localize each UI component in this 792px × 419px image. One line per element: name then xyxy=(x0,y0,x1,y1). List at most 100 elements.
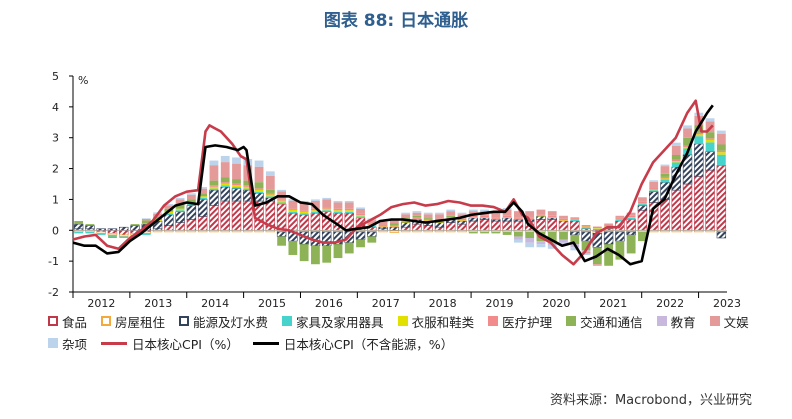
bar-segment xyxy=(344,210,354,212)
bar-segment xyxy=(108,234,117,237)
bar-segment xyxy=(243,185,253,187)
bar-segment xyxy=(118,234,129,237)
bar-segment xyxy=(682,183,693,231)
legend-item: 家具及家用器具 xyxy=(282,312,384,331)
source-note: 资料来源：Macrobond，兴业研究 xyxy=(549,393,752,408)
bar-segment xyxy=(502,217,512,218)
bar-segment xyxy=(559,215,568,219)
bar-segment xyxy=(671,162,681,168)
bar-segment xyxy=(434,222,445,228)
bar-segment xyxy=(311,208,320,211)
x-tick-label: 2017 xyxy=(372,297,400,310)
bar-segment xyxy=(660,178,670,180)
bar-segment xyxy=(220,185,230,188)
bar-segment xyxy=(638,231,647,242)
bar-segment xyxy=(265,175,275,190)
bar-segment xyxy=(592,226,602,229)
bar-segment xyxy=(660,166,670,174)
bar-segment xyxy=(119,226,129,231)
bar-segment xyxy=(265,189,275,193)
bar-segment xyxy=(581,251,591,254)
bar-segment xyxy=(333,244,343,259)
bar-segment xyxy=(277,199,287,201)
legend-item: 日本核心CPI（不含能源，%） xyxy=(252,334,453,353)
bar-segment xyxy=(231,200,242,231)
legend-label: 交通和通信 xyxy=(580,314,643,330)
bar-segment xyxy=(220,186,230,202)
bar-segment xyxy=(164,213,174,215)
bar-segment xyxy=(198,197,208,200)
x-tick-label: 2018 xyxy=(429,297,457,310)
bar-segment xyxy=(547,219,557,231)
bar-segment xyxy=(638,204,647,206)
bar-segment xyxy=(85,225,95,230)
bar-segment xyxy=(513,239,523,243)
bar-segment xyxy=(119,229,129,236)
legend-swatch xyxy=(488,316,499,326)
bar-segment xyxy=(716,165,727,231)
bar-segment xyxy=(649,180,659,182)
bar-segment xyxy=(389,226,400,231)
bar-segment xyxy=(536,241,546,245)
bar-segment xyxy=(164,225,174,231)
bar-segment xyxy=(367,223,377,225)
bar-segment xyxy=(186,219,197,231)
bar-segment xyxy=(446,209,456,212)
bar-segment xyxy=(277,202,287,205)
legend-item: 日本核心CPI（%） xyxy=(101,334,239,353)
bar-segment xyxy=(547,217,557,218)
bar-segment xyxy=(412,223,422,231)
legend-item: 食品 xyxy=(48,312,87,331)
bar-segment xyxy=(220,162,230,178)
bar-segment xyxy=(547,231,557,243)
bar-segment xyxy=(299,213,309,215)
bar-segment xyxy=(401,212,411,215)
bar-segment xyxy=(660,176,670,179)
bar-segment xyxy=(243,188,253,191)
bar-segment xyxy=(175,197,185,200)
bar-segment xyxy=(322,210,332,212)
legend-label: 房屋租住 xyxy=(115,314,166,330)
bar-segment xyxy=(547,211,557,216)
bar-segment xyxy=(558,220,569,231)
bar-segment xyxy=(277,200,287,203)
bar-segment xyxy=(637,209,648,231)
bar-segment xyxy=(141,218,151,221)
bar-segment xyxy=(186,193,196,195)
bar-segment xyxy=(671,154,681,160)
legend-label: 文娱 xyxy=(723,314,749,330)
bar-segment xyxy=(423,217,433,219)
bar-segment xyxy=(468,215,478,218)
bar-segment xyxy=(141,220,151,224)
bar-segment xyxy=(276,203,287,231)
bar-segment xyxy=(536,216,546,220)
bar-segment xyxy=(311,199,320,201)
bar-segment xyxy=(457,218,467,221)
bar-segment xyxy=(333,200,343,203)
bar-segment xyxy=(333,211,343,214)
bar-segment xyxy=(175,208,185,211)
bar-segment xyxy=(299,210,309,212)
bar-segment xyxy=(480,231,489,234)
bar-segment xyxy=(435,214,444,219)
bar-segment xyxy=(412,212,422,216)
bar-segment xyxy=(322,245,332,263)
bar-segment xyxy=(232,185,241,188)
legend-item: 教育 xyxy=(656,312,696,331)
bar-segment xyxy=(400,226,411,231)
bar-segment xyxy=(254,160,264,167)
bar-segment xyxy=(322,197,332,200)
bar-segment xyxy=(547,245,557,249)
bar-segment xyxy=(186,199,196,203)
bar-segment xyxy=(615,215,625,218)
bar-segment xyxy=(446,222,456,231)
bar-segment xyxy=(423,214,433,218)
bar-segment xyxy=(175,211,185,223)
legend-swatch xyxy=(179,316,190,326)
bar-segment xyxy=(604,244,614,266)
bar-segment xyxy=(604,223,614,226)
bar-segment xyxy=(412,217,422,219)
bar-segment xyxy=(502,231,512,235)
bar-segment xyxy=(525,242,535,248)
legend-item: 交通和通信 xyxy=(566,312,643,331)
